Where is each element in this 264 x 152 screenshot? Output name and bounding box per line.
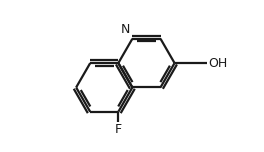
Text: OH: OH (208, 57, 227, 70)
Text: N: N (121, 23, 130, 36)
Text: F: F (115, 123, 122, 136)
